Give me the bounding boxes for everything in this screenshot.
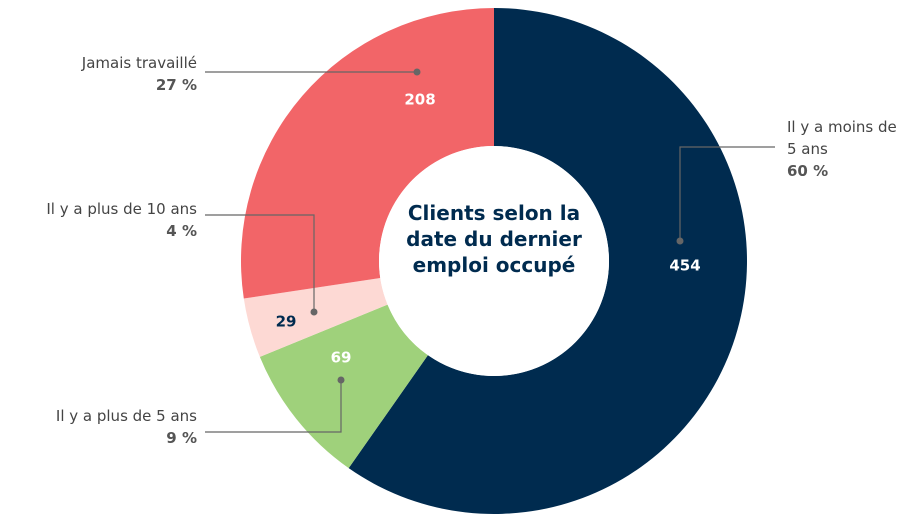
- legend-item: Il y a moins de 5 ans 60 %: [787, 116, 902, 182]
- leader-line: [205, 214, 315, 312]
- donut-slice: [243, 278, 388, 357]
- legend-item: Jamais travaillé 27 %: [0, 52, 197, 96]
- leader-line: [679, 146, 775, 241]
- category-label: Il y a moins de 5 ans: [787, 118, 897, 158]
- value-label: 454: [669, 257, 700, 275]
- percent-label: 60 %: [787, 162, 829, 180]
- leaders: [205, 71, 775, 433]
- category-label: Il y a plus de 10 ans: [46, 200, 197, 218]
- percent-label: 9 %: [166, 429, 197, 447]
- leader-dots: [310, 68, 684, 384]
- category-label: Jamais travaillé: [81, 54, 197, 72]
- percent-label: 27 %: [155, 76, 197, 94]
- value-label: 29: [276, 313, 297, 331]
- leader-line: [205, 380, 342, 433]
- legend-item: Il y a plus de 5 ans 9 %: [0, 405, 197, 449]
- donut-slice: [348, 8, 747, 514]
- chart-title: Clients selon la date du dernier emploi …: [406, 201, 582, 277]
- leader-dot: [413, 68, 421, 76]
- percent-label: 4 %: [166, 222, 197, 240]
- slices: [241, 8, 747, 514]
- legend-item: Il y a plus de 10 ans 4 %: [0, 198, 197, 242]
- value-label: 208: [404, 91, 435, 109]
- value-label: 69: [331, 349, 352, 367]
- category-label: Il y a plus de 5 ans: [55, 407, 197, 425]
- leader-dot: [310, 308, 318, 316]
- donut-slice: [259, 304, 428, 469]
- donut-hole: [379, 146, 609, 376]
- leader-dot: [676, 237, 684, 245]
- leader-dot: [337, 376, 345, 384]
- donut-slice: [241, 8, 494, 299]
